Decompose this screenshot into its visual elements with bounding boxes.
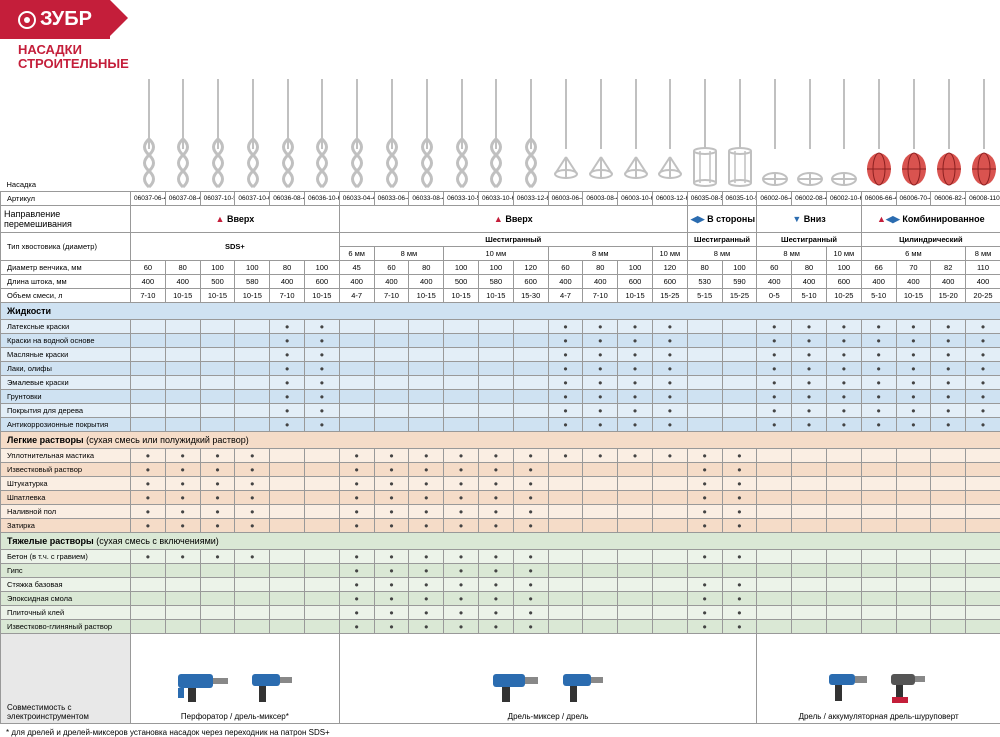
material-row: Плиточный клей bbox=[1, 606, 131, 620]
paddle-image bbox=[618, 72, 653, 192]
paddle-image bbox=[339, 72, 374, 192]
paddle-image bbox=[826, 72, 861, 192]
material-row: Покрытия для дерева bbox=[1, 404, 131, 418]
material-row: Эмалевые краски bbox=[1, 376, 131, 390]
paddle-image bbox=[444, 72, 479, 192]
paddle-image bbox=[513, 72, 548, 192]
paddle-image bbox=[235, 72, 270, 192]
paddle-image bbox=[548, 72, 583, 192]
drill-icon bbox=[173, 666, 233, 708]
footnote: * для дрелей и дрелей-миксеров установка… bbox=[6, 728, 1000, 737]
material-row: Уплотнительная мастика bbox=[1, 449, 131, 463]
paddle-image bbox=[687, 72, 722, 192]
paddle-image bbox=[861, 72, 896, 192]
row-artikul: Артикул bbox=[1, 192, 131, 206]
material-row: Затирка bbox=[1, 519, 131, 533]
row-shank: Тип хвостовика (диаметр) bbox=[1, 233, 131, 261]
drill-icon bbox=[558, 666, 608, 708]
row-vol: Объем смеси, л bbox=[1, 289, 131, 303]
drill-icon bbox=[886, 666, 934, 708]
brand-logo: ЗУБР bbox=[0, 0, 110, 39]
material-row: Эпоксидная смола bbox=[1, 592, 131, 606]
material-row: Наливной пол bbox=[1, 505, 131, 519]
material-row: Лаки, олифы bbox=[1, 362, 131, 376]
page-title: НАСАДКИСТРОИТЕЛЬНЫЕ bbox=[18, 43, 1000, 72]
paddle-image bbox=[931, 72, 966, 192]
drill-icon bbox=[247, 666, 297, 708]
material-row: Известковый раствор bbox=[1, 463, 131, 477]
row-direction: Направление перемешивания bbox=[1, 206, 131, 233]
material-row: Гипс bbox=[1, 564, 131, 578]
paddle-image bbox=[270, 72, 305, 192]
material-row: Антикоррозионные покрытия bbox=[1, 418, 131, 432]
paddle-image bbox=[966, 72, 1000, 192]
material-row: Масляные краски bbox=[1, 348, 131, 362]
row-len: Длина штока, мм bbox=[1, 275, 131, 289]
paddle-image bbox=[131, 72, 166, 192]
paddle-image bbox=[722, 72, 757, 192]
row-diam: Диаметр венчика, мм bbox=[1, 261, 131, 275]
material-row: Штукатурка bbox=[1, 477, 131, 491]
paddle-image bbox=[165, 72, 200, 192]
section-heavy: Тяжелые растворы (сухая смесь с включени… bbox=[1, 533, 1000, 550]
material-row: Шпатлевка bbox=[1, 491, 131, 505]
paddle-image bbox=[304, 72, 339, 192]
paddle-image bbox=[757, 72, 792, 192]
material-row: Бетон (в т.ч. с гравием) bbox=[1, 550, 131, 564]
spec-table: Насадка Артикул06037-06-4006037-08-40060… bbox=[0, 72, 1000, 725]
material-row: Краски на водной основе bbox=[1, 334, 131, 348]
material-row: Стяжка базовая bbox=[1, 578, 131, 592]
paddle-image bbox=[374, 72, 409, 192]
drill-icon bbox=[488, 666, 543, 708]
section-liquids: Жидкости bbox=[1, 303, 1000, 320]
material-row: Латексные краски bbox=[1, 320, 131, 334]
material-row: Грунтовки bbox=[1, 390, 131, 404]
paddle-image bbox=[200, 72, 235, 192]
tool-group-1: Перфоратор / дрель-миксер* bbox=[131, 634, 340, 724]
paddle-image bbox=[478, 72, 513, 192]
paddle-image bbox=[409, 72, 444, 192]
paddle-image bbox=[896, 72, 931, 192]
material-row: Известково-глиняный раствор bbox=[1, 620, 131, 634]
drill-icon bbox=[824, 666, 872, 708]
row-compat: Совместимость с электроинструментом bbox=[1, 634, 131, 724]
paddle-image bbox=[792, 72, 827, 192]
paddle-image bbox=[583, 72, 618, 192]
tool-group-3: Дрель / аккумуляторная дрель-шуруповерт bbox=[757, 634, 1000, 724]
tool-group-2: Дрель-миксер / дрель bbox=[339, 634, 757, 724]
paddle-image bbox=[652, 72, 687, 192]
row-nasadka: Насадка bbox=[1, 72, 131, 192]
section-light: Легкие растворы (сухая смесь или полужид… bbox=[1, 432, 1000, 449]
